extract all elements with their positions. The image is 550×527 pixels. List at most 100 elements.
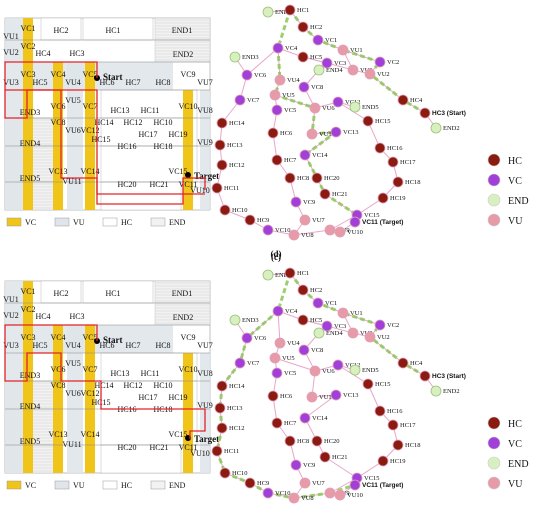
node-vu10 — [334, 489, 346, 501]
node-vu4 — [274, 74, 286, 86]
cell-label-vu6: VU6 — [65, 389, 81, 398]
vc-column-1 — [23, 281, 33, 473]
node-label-vu7: VU7 — [312, 480, 325, 487]
node-label-hc20: HC20 — [324, 438, 340, 445]
hc-area-5 — [100, 408, 198, 446]
node-label-hc2: HC2 — [310, 287, 322, 294]
node-hc7 — [271, 154, 283, 166]
cell-label-vc4: VC4 — [50, 333, 65, 342]
node-hc8 — [284, 172, 296, 184]
node-label-vc8: VC8 — [311, 347, 323, 354]
route-path — [4, 61, 206, 205]
hc-area-3 — [100, 89, 198, 119]
cell-label-vc14: VC14 — [80, 430, 99, 439]
node-vc4 — [272, 42, 284, 54]
node-label-vc4: VC4 — [285, 45, 298, 52]
node-hc14 — [216, 117, 228, 129]
cell-label-hc16: HC16 — [117, 142, 136, 151]
cell-label-hc12: HC12 — [123, 381, 142, 390]
node-label-vu10: VU10 — [347, 229, 363, 236]
node-label-vu6: VU6 — [322, 368, 335, 375]
cell-label-hc2: HC2 — [53, 26, 68, 35]
node-label-vu1: VU1 — [350, 310, 363, 317]
cell-label-vu4: VU4 — [65, 78, 81, 87]
cell-label-hc2: HC2 — [53, 289, 68, 298]
vc-column-2 — [53, 325, 63, 473]
node-end4 — [313, 327, 325, 339]
node-vu4 — [274, 337, 286, 349]
cell-label-vc7: VC7 — [82, 102, 97, 111]
cell-label-end5: END5 — [20, 174, 40, 183]
cell-label-end3: END3 — [20, 108, 40, 117]
node-label-vc2: VC2 — [387, 59, 399, 66]
node-end3 — [229, 51, 241, 63]
node-label-hc7: HC7 — [284, 157, 297, 164]
target-dot — [185, 172, 191, 178]
node-hc9 — [244, 477, 256, 489]
route-arrow — [274, 93, 316, 110]
node-vu2 — [364, 68, 376, 80]
node-label-vc5: VC5 — [284, 370, 296, 377]
node-label-vu6: VU6 — [322, 105, 335, 112]
node-label-vu8: VU8 — [301, 495, 314, 502]
cell-label-vu11: VU11 — [62, 440, 81, 449]
node-label-hc19: HC19 — [390, 195, 406, 202]
node-label-end4: END4 — [326, 330, 343, 337]
map-legend-label-hc: HC — [121, 481, 132, 490]
cell-label-vc15: VC15 — [168, 430, 187, 439]
node-hc12 — [216, 159, 228, 171]
cell-label-end3: END3 — [20, 371, 40, 380]
cell-label-end1: END1 — [172, 26, 192, 35]
cell-label-vc1: VC1 — [20, 287, 35, 296]
node-legend-dot-vu — [487, 476, 501, 490]
graph-edge — [304, 394, 337, 419]
node-label-hc15: HC15 — [375, 118, 391, 125]
route-path — [4, 324, 206, 439]
node-legend-dot-hc — [487, 416, 501, 430]
node-hc15 — [362, 115, 374, 127]
cell-label-vc8: VC8 — [50, 118, 65, 127]
cell-label-hc10: HC10 — [153, 381, 172, 390]
node-label-end3: END3 — [242, 317, 259, 324]
node-hc15 — [362, 378, 374, 390]
cell-label-vc10: VC10 — [178, 102, 197, 111]
node-label-vu1: VU1 — [350, 47, 363, 54]
target-label: Target — [194, 434, 219, 444]
node-vc6 — [241, 332, 253, 344]
vu-area-2 — [67, 62, 83, 210]
cell-label-hc15: HC15 — [91, 135, 110, 144]
node-label-vc14: VC14 — [312, 152, 328, 159]
node-label-vc15: VC15 — [364, 212, 380, 219]
node-label-hc18: HC18 — [405, 442, 421, 449]
node-vu8 — [288, 492, 300, 504]
node-hc1 — [284, 4, 296, 16]
vu-area-1 — [5, 281, 23, 473]
node-label-vc11-target-: VC11 (Target) — [362, 219, 403, 226]
cell-label-vc4: VC4 — [50, 70, 65, 79]
node-legend-label-vc: VC — [508, 176, 522, 187]
node-label-vc13: VC13 — [343, 392, 359, 399]
node-hc16 — [374, 405, 386, 417]
node-label-end4: END4 — [326, 67, 343, 74]
node-label-hc5: HC5 — [310, 317, 322, 324]
node-legend-dot-vc — [487, 173, 501, 187]
node-label-vc9: VC9 — [303, 462, 315, 469]
node-label-vu5: VU5 — [282, 92, 295, 99]
node-label-vu5: VU5 — [282, 355, 295, 362]
node-label-hc10: HC10 — [232, 470, 248, 477]
node-hc3-start- — [419, 370, 431, 382]
cell-label-hc17: HC17 — [138, 393, 157, 402]
node-vc3 — [321, 57, 333, 69]
node-label-hc13: HC13 — [227, 405, 243, 412]
hc-area-5 — [100, 145, 198, 183]
node-vc5 — [271, 367, 283, 379]
node-hc6 — [267, 127, 279, 139]
cell-label-vc9: VC9 — [180, 70, 195, 79]
node-label-hc19: HC19 — [390, 458, 406, 465]
cell-label-hc5: HC5 — [32, 341, 47, 350]
cell-label-vc7: VC7 — [82, 365, 97, 374]
cell-label-vu10: VU10 — [190, 449, 210, 458]
route-arrow — [342, 48, 381, 64]
hc-area-3 — [100, 352, 198, 382]
